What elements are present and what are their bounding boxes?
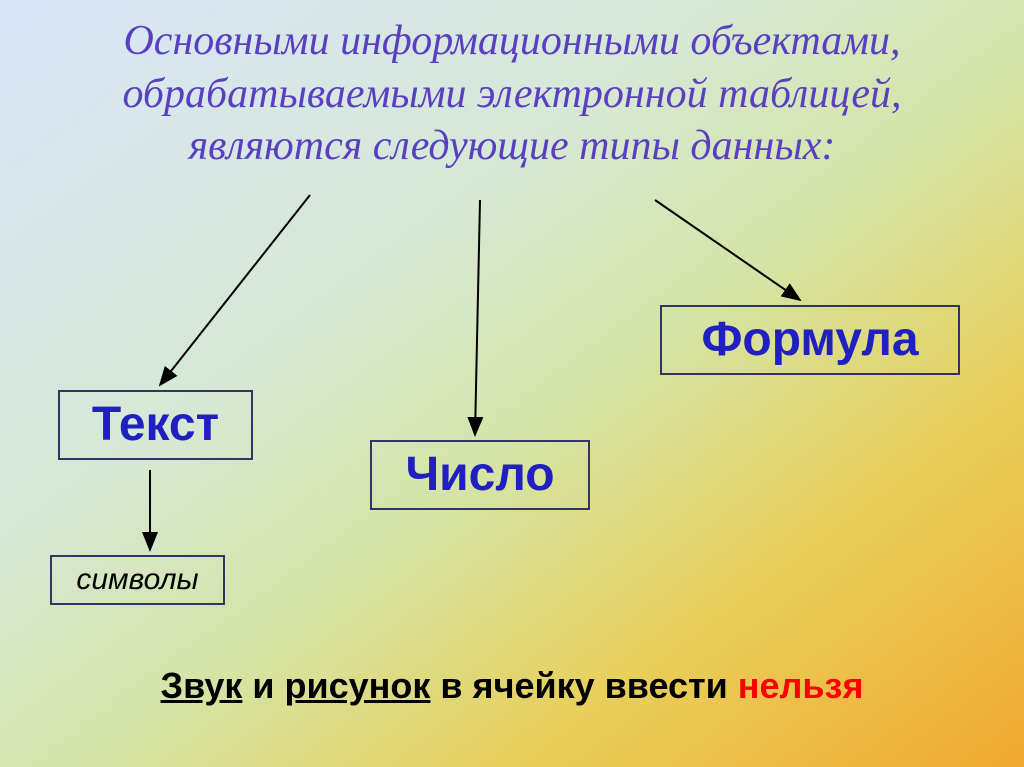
arrow [475,200,480,435]
bottom-word-mid: в ячейку ввести [430,665,737,706]
arrow [160,195,310,385]
slide-heading: Основными информационными объектами, обр… [0,15,1024,173]
node-text: Текст [58,390,253,460]
node-symbols: символы [50,555,225,605]
slide-root: Основными информационными объектами, обр… [0,0,1024,767]
bottom-word-picture: рисунок [285,665,431,706]
node-formula: Формула [660,305,960,375]
bottom-word-and: и [242,665,284,706]
node-number: Число [370,440,590,510]
bottom-word-cannot: нельзя [738,665,864,706]
arrow [655,200,800,300]
bottom-word-sound: Звук [161,665,243,706]
bottom-note: Звук и рисунок в ячейку ввести нельзя [0,665,1024,707]
